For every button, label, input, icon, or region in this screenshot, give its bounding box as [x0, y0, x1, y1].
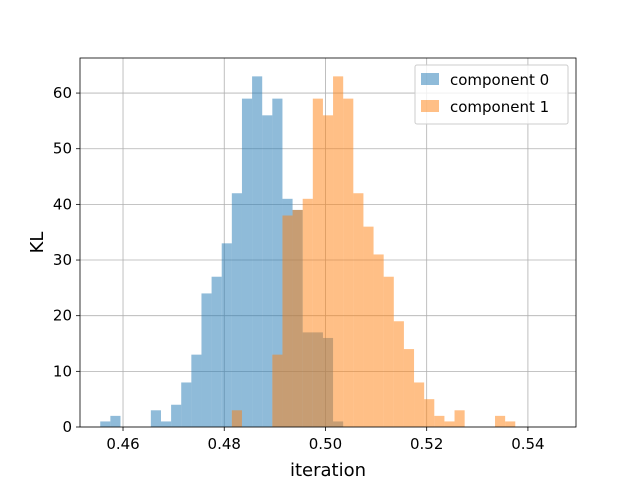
histogram-bar-component-1 [292, 209, 303, 427]
histogram-bar-component-0 [160, 421, 172, 427]
histogram-bar-component-1 [302, 198, 313, 427]
histogram-bar-component-0 [231, 193, 242, 427]
histogram-bar-component-0 [110, 415, 121, 427]
histogram-bar-component-0 [201, 293, 212, 427]
histogram-bar-component-1 [393, 321, 404, 427]
y-tick-label: 40 [53, 195, 72, 213]
legend-label-component-0: component 0 [450, 71, 549, 89]
histogram-bar-component-1 [282, 215, 293, 427]
plot-frame [79, 57, 577, 428]
histogram-bars [100, 76, 516, 427]
legend-box [414, 64, 569, 125]
histogram-bar-component-0 [241, 98, 253, 427]
histogram-bar-component-1 [343, 98, 354, 427]
x-tick-label: 0.46 [106, 435, 139, 453]
histogram-bar-component-1 [383, 276, 394, 427]
x-tick-label: 0.52 [410, 435, 443, 453]
histogram-bar-component-1 [403, 349, 415, 427]
y-tick-label: 10 [53, 362, 72, 380]
x-tick-label: 0.50 [309, 435, 342, 453]
histogram-bar-component-1 [312, 98, 323, 427]
histogram-bar-component-1 [444, 421, 455, 427]
x-tick-label: 0.54 [511, 435, 544, 453]
histogram-bar-component-1 [353, 193, 364, 427]
legend-label-component-1: component 1 [450, 98, 549, 116]
legend-swatch-component-0 [421, 73, 439, 85]
legend-swatch-component-1 [421, 100, 439, 112]
y-tick-label: 60 [53, 84, 72, 102]
x-axis-label: iteration [290, 460, 366, 480]
x-axis-ticks: 0.46 0.48 0.50 0.52 0.54 [106, 427, 545, 453]
histogram-bar-component-1 [333, 76, 344, 427]
histogram-bar-component-1 [434, 415, 445, 427]
histogram-bar-component-0 [100, 421, 111, 427]
y-axis-label: KL [27, 232, 48, 254]
y-tick-label: 0 [62, 418, 72, 436]
histogram-bar-component-1 [373, 254, 384, 427]
histogram-bar-component-1 [231, 410, 242, 427]
histogram-bar-component-1 [363, 226, 374, 427]
y-axis-ticks: 0 10 20 30 40 50 60 [53, 84, 80, 436]
histogram-bar-component-1 [322, 115, 334, 427]
histogram-bar-component-1 [272, 354, 283, 427]
histogram-bar-component-0 [211, 276, 222, 427]
histogram-bar-component-0 [221, 243, 232, 427]
histogram-bar-component-0 [171, 404, 182, 427]
histogram-bar-component-0 [150, 410, 161, 427]
histogram-bar-component-0 [272, 98, 283, 427]
legend: component 0 component 1 [414, 64, 569, 125]
histogram-bar-component-1 [505, 421, 516, 427]
histogram-bar-component-0 [252, 76, 263, 427]
histogram-bar-component-1 [424, 399, 435, 427]
histogram-bar-component-1 [495, 415, 506, 427]
y-tick-label: 50 [53, 140, 72, 158]
y-tick-label: 20 [53, 307, 72, 325]
histogram-bar-component-0 [191, 354, 202, 427]
y-tick-label: 30 [53, 251, 72, 269]
histogram-bar-component-1 [454, 410, 465, 427]
histogram-bar-component-1 [414, 382, 425, 427]
x-tick-label: 0.48 [208, 435, 241, 453]
histogram-bar-component-0 [181, 382, 192, 427]
histogram-bar-component-0 [262, 115, 273, 427]
